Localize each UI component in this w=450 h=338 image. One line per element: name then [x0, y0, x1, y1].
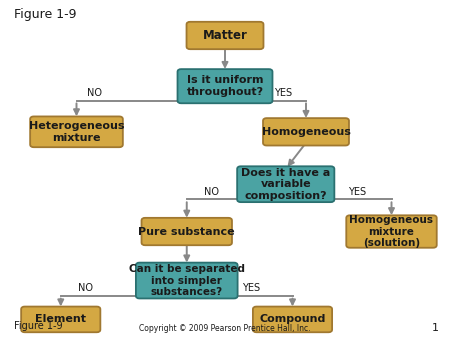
FancyBboxPatch shape [253, 307, 332, 332]
FancyBboxPatch shape [141, 218, 232, 245]
Text: Is it uniform
throughout?: Is it uniform throughout? [186, 75, 264, 97]
Text: Figure 1-9: Figure 1-9 [14, 320, 62, 331]
FancyBboxPatch shape [177, 69, 272, 103]
FancyBboxPatch shape [30, 116, 123, 147]
Text: Homogeneous
mixture
(solution): Homogeneous mixture (solution) [350, 215, 433, 248]
Text: Does it have a
variable
composition?: Does it have a variable composition? [241, 168, 330, 201]
Text: NO: NO [87, 88, 102, 98]
FancyBboxPatch shape [136, 263, 238, 298]
Text: YES: YES [274, 88, 292, 98]
Text: NO: NO [78, 283, 93, 293]
Text: Compound: Compound [259, 314, 326, 324]
FancyBboxPatch shape [186, 22, 263, 49]
Text: Heterogeneous
mixture: Heterogeneous mixture [29, 121, 124, 143]
Text: 1: 1 [432, 323, 439, 333]
FancyBboxPatch shape [237, 166, 334, 202]
FancyBboxPatch shape [263, 118, 349, 145]
Text: YES: YES [347, 187, 366, 197]
Text: Matter: Matter [202, 29, 248, 42]
Text: Pure substance: Pure substance [139, 226, 235, 237]
Text: Homogeneous: Homogeneous [261, 127, 351, 137]
Text: YES: YES [242, 283, 260, 293]
Text: Copyright © 2009 Pearson Prentice Hall, Inc.: Copyright © 2009 Pearson Prentice Hall, … [139, 324, 311, 333]
Text: Can it be separated
into simpler
substances?: Can it be separated into simpler substan… [129, 264, 245, 297]
FancyBboxPatch shape [346, 215, 436, 248]
Text: Element: Element [35, 314, 86, 324]
Text: NO: NO [204, 187, 219, 197]
Text: Figure 1-9: Figure 1-9 [14, 8, 76, 21]
FancyBboxPatch shape [21, 307, 100, 332]
